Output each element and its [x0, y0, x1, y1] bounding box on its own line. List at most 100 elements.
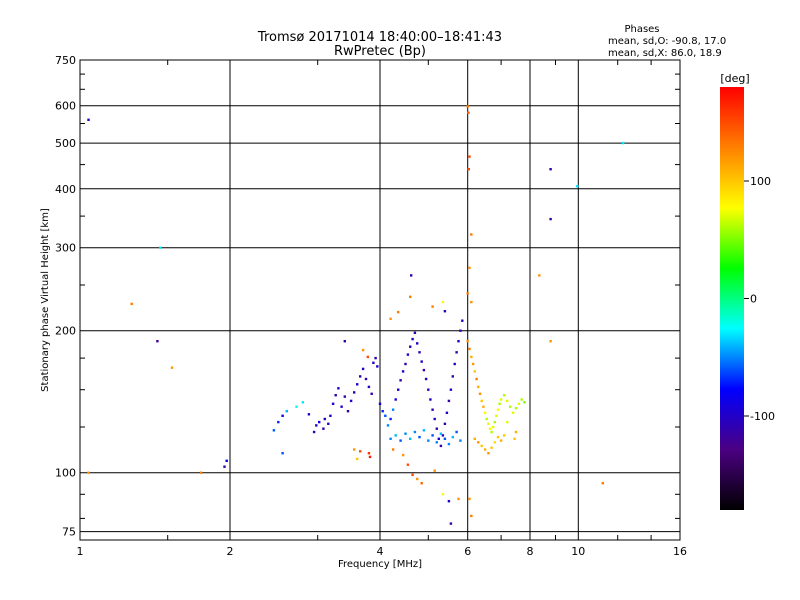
data-point	[467, 111, 470, 114]
data-point	[503, 394, 506, 397]
data-point	[295, 405, 298, 408]
data-point	[349, 399, 353, 403]
data-point	[482, 405, 485, 408]
data-point	[441, 300, 445, 304]
data-point	[435, 441, 438, 444]
data-point	[492, 425, 495, 429]
data-point	[272, 429, 276, 432]
data-point	[353, 448, 356, 451]
data-point	[413, 331, 417, 334]
data-point	[337, 387, 340, 390]
y-ticks: 75 100 200 300 400 500 600 750	[55, 54, 680, 539]
data-point	[431, 305, 434, 308]
data-point	[376, 365, 379, 368]
data-point	[483, 411, 487, 414]
data-point	[513, 437, 516, 440]
data-point	[301, 401, 304, 404]
data-point	[498, 402, 501, 405]
data-point	[493, 420, 496, 424]
data-point	[277, 420, 280, 424]
data-point	[470, 514, 473, 518]
data-point	[461, 319, 464, 322]
data-point	[470, 233, 473, 236]
stats-line-x: mean, sd,X: 86.0, 18.9	[608, 48, 722, 59]
data-point	[441, 434, 445, 437]
data-point	[409, 345, 412, 348]
data-point	[478, 392, 482, 395]
data-point	[401, 370, 405, 373]
data-point	[422, 429, 426, 432]
data-point	[416, 342, 419, 345]
data-point	[480, 444, 483, 448]
data-point	[87, 118, 90, 121]
data-point	[170, 366, 174, 369]
data-point	[496, 408, 500, 411]
colorbar-label: [deg]	[720, 72, 749, 85]
data-point	[487, 422, 490, 425]
data-point	[331, 402, 335, 405]
data-point	[353, 391, 356, 394]
data-point	[225, 459, 228, 462]
y-tick-label: 100	[55, 467, 76, 480]
data-point	[447, 442, 451, 446]
data-point	[429, 398, 432, 401]
data-point	[520, 398, 523, 401]
data-point	[411, 337, 414, 341]
data-point	[356, 457, 359, 461]
data-point	[397, 310, 400, 314]
data-point	[159, 246, 162, 249]
data-point	[514, 407, 518, 410]
data-point	[343, 395, 346, 398]
data-point	[130, 302, 133, 306]
data-point	[433, 417, 436, 421]
data-point	[467, 168, 470, 171]
data-point	[439, 432, 443, 435]
data-point	[406, 353, 410, 356]
stats-header: Phases	[624, 24, 659, 35]
data-point	[386, 424, 390, 427]
data-point	[404, 432, 407, 435]
data-point	[499, 439, 503, 442]
data-point	[346, 410, 350, 413]
data-point	[451, 435, 454, 439]
data-point	[361, 367, 365, 371]
data-point	[471, 362, 475, 366]
data-point	[156, 340, 159, 343]
data-point	[477, 385, 480, 389]
data-point	[399, 439, 402, 442]
data-point	[477, 441, 480, 444]
data-point	[359, 375, 362, 378]
data-point	[468, 347, 471, 351]
data-point	[475, 377, 478, 381]
data-point	[483, 448, 487, 451]
data-point	[334, 394, 337, 397]
data-point	[366, 355, 369, 359]
data-point	[443, 437, 447, 440]
data-point	[416, 477, 419, 481]
data-point	[576, 185, 579, 188]
data-point	[391, 408, 395, 411]
data-point	[381, 410, 384, 413]
data-point	[343, 340, 346, 343]
data-point	[372, 361, 375, 364]
data-point	[391, 448, 395, 451]
data-point	[523, 401, 526, 404]
data-point	[399, 379, 402, 382]
data-point	[499, 398, 503, 401]
data-point	[457, 497, 460, 501]
x-tick-label: 4	[377, 545, 384, 558]
data-point	[367, 452, 371, 455]
data-point	[468, 497, 471, 501]
data-point	[410, 274, 413, 277]
data-point	[413, 430, 417, 434]
y-tick-label: 500	[55, 137, 76, 150]
data-point	[394, 398, 397, 401]
data-point	[473, 370, 476, 373]
data-point	[490, 430, 493, 434]
x-tick-label: 1	[77, 545, 84, 558]
x-tick-label: 8	[527, 545, 534, 558]
data-point	[418, 351, 421, 354]
chart-title: Tromsø 20171014 18:40:00–18:41:43	[257, 30, 502, 45]
data-point	[466, 292, 469, 295]
